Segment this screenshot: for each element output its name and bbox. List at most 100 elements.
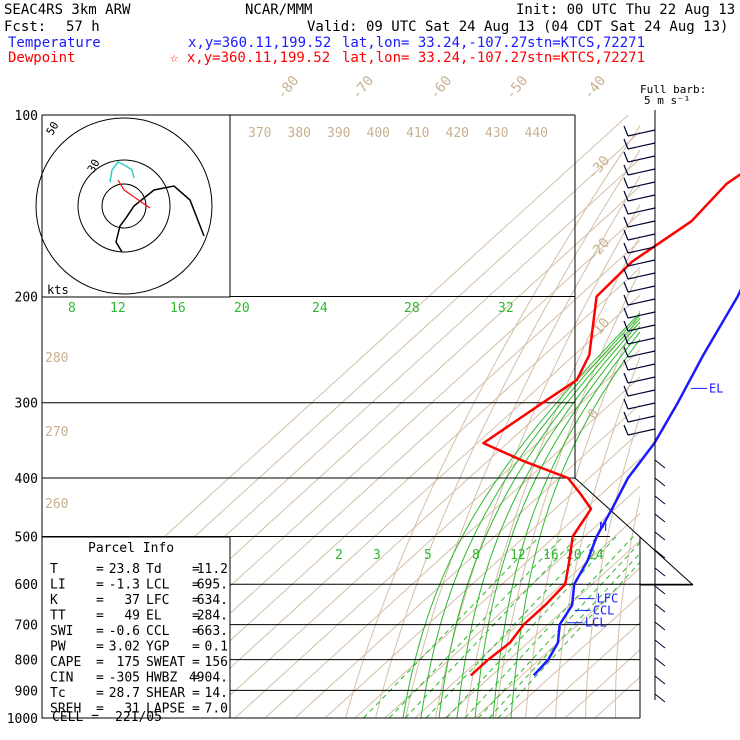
dry-adiabat-line	[728, 115, 740, 731]
isotherm-label: -40	[581, 73, 610, 103]
pressure-label-500: 500	[15, 530, 38, 545]
parcel-label: CIN	[50, 671, 73, 686]
parcel-equals: =	[96, 578, 104, 593]
parcel-equals: =	[192, 578, 200, 593]
parcel-label: SWI	[50, 624, 73, 639]
mixing-ratio-line	[464, 536, 634, 718]
dry-adiabat-label: 260	[45, 497, 68, 512]
hodograph-trace-low	[109, 161, 135, 183]
hodograph-frame	[41, 114, 231, 298]
theta-e-label: 440	[525, 126, 548, 141]
dry-adiabat-line	[525, 309, 640, 718]
forecast-label: Fcst:	[4, 19, 46, 35]
wind-barb	[627, 298, 656, 306]
dry-adiabat-line	[375, 149, 640, 718]
wind-barb	[654, 567, 666, 577]
wind-barb	[654, 657, 666, 667]
mixing-ratio-line	[497, 561, 640, 718]
temperature-curve	[532, 288, 740, 677]
isotherm-line	[504, 594, 640, 718]
hodograph-trace	[115, 185, 205, 253]
isotherm-line	[324, 430, 640, 718]
wind-barb	[627, 389, 656, 397]
wind-barb	[627, 181, 656, 189]
dry-adiabat-line	[615, 495, 640, 718]
wind-barb	[623, 203, 629, 215]
sounding-curves	[469, 173, 740, 677]
hodograph: kts 50 30	[35, 114, 231, 298]
parcel-equals: =	[192, 640, 200, 655]
dry-adiabat-line	[585, 413, 640, 718]
parcel-label: LFC	[146, 593, 169, 608]
parcel-label: LAPSE	[146, 702, 185, 717]
wind-barb	[627, 129, 656, 137]
parcel-label: CCL	[146, 624, 170, 639]
parcel-label: SHEAR	[146, 686, 185, 701]
wind-barb	[623, 281, 629, 293]
wind-barb	[623, 125, 629, 137]
parcel-value: -1.3	[109, 578, 140, 593]
parcel-value: 14.	[205, 686, 228, 701]
init-time: Init: 00 UTC Thu 22 Aug 13	[516, 2, 735, 18]
annotation-lfc: LFC	[597, 592, 619, 606]
pressure-label-800: 800	[15, 654, 38, 669]
mixing-ratio-lower-label: 3	[373, 548, 381, 563]
parcel-equals: =	[192, 686, 200, 701]
parcel-equals: =	[96, 593, 104, 608]
dry-adiabat-line	[555, 355, 640, 718]
parcel-label: SWEAT	[146, 655, 185, 670]
wind-barb	[654, 513, 666, 523]
parcel-label: EL	[146, 609, 162, 624]
mixing-ratio-lower-label: 12	[510, 548, 526, 563]
forecast-hour: 57 h	[66, 19, 100, 35]
temperature-station: stn=KTCS,72271	[527, 35, 645, 51]
dewpoint-legend: Dewpoint	[8, 50, 75, 66]
parcel-value: 175	[117, 655, 140, 670]
wind-barb	[623, 385, 629, 397]
dewpoint-xy: ☆ x,y=360.11,199.52	[170, 50, 330, 66]
dry-adiabat-label: 270	[45, 425, 68, 440]
isotherm-line	[354, 458, 640, 718]
mixing-ratio-lines	[363, 536, 640, 718]
parcel-value: 11.2	[197, 562, 228, 577]
mixing-ratio-line	[363, 536, 540, 718]
full-barb-label: Full barb:	[640, 83, 706, 96]
isotherm-line	[594, 676, 640, 718]
parcel-value: 284.	[197, 609, 228, 624]
mixing-ratio-upper-label: 20	[234, 301, 250, 316]
temperature-latlon: lat,lon= 33.24,-107.27	[342, 35, 527, 51]
isotherm-label: -10	[585, 315, 614, 345]
cell-label: CELL =	[52, 710, 99, 725]
pressure-label-900: 900	[15, 684, 38, 699]
parcel-value: 3.02	[109, 640, 140, 655]
theta-e-label: 390	[327, 126, 350, 141]
mixing-ratio-upper-label: 32	[498, 301, 514, 316]
isotherm-label: -70	[349, 73, 378, 103]
dry-adiabat-line	[435, 203, 640, 718]
wind-barb	[623, 151, 629, 163]
parcel-value: 49	[124, 609, 140, 624]
hodograph-ring-middle	[77, 159, 171, 253]
annotation-lcl: LCL	[585, 616, 607, 630]
dewpoint-curve	[469, 173, 740, 677]
mixing-ratio-lower-label: 2	[335, 548, 343, 563]
parcel-label: LI	[50, 578, 66, 593]
wind-barb	[627, 376, 656, 384]
parcel-equals: =	[96, 609, 104, 624]
parcel-equals: =	[192, 702, 200, 717]
wind-barb	[627, 428, 656, 436]
dry-adiabat-line	[673, 115, 740, 731]
parcel-value: 28.7	[109, 686, 140, 701]
wind-barb	[654, 675, 666, 685]
wind-barb	[627, 168, 656, 176]
wind-barb	[623, 411, 629, 423]
dry-adiabat-line	[495, 269, 640, 718]
dry-adiabat-line	[465, 234, 640, 718]
wind-barbs: Full barb: 5 m s⁻¹	[623, 83, 706, 703]
parcel-value: 663.	[197, 624, 228, 639]
parcel-value: 0.1	[205, 640, 228, 655]
wind-barb	[623, 255, 629, 267]
parcel-label: K	[50, 593, 58, 608]
parcel-value: -0.6	[109, 624, 140, 639]
full-barb-units: 5 m s⁻¹	[644, 94, 690, 107]
